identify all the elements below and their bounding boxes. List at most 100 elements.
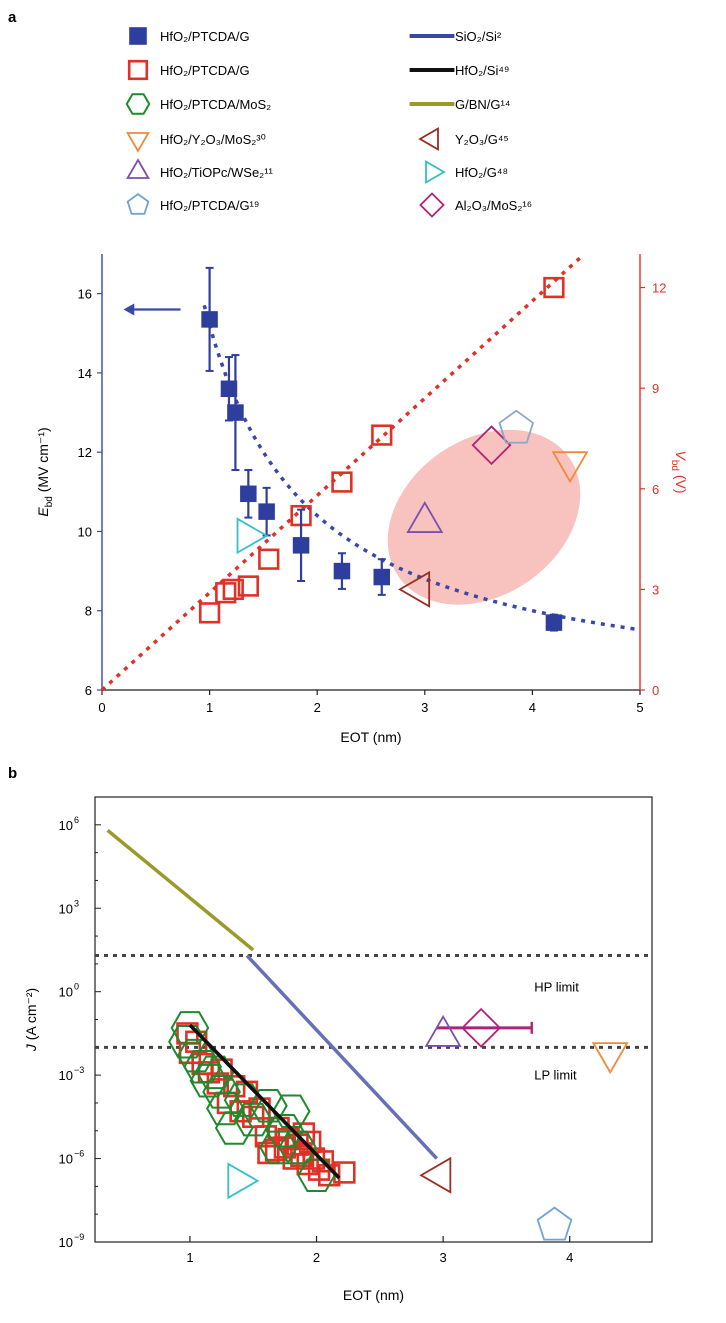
b-hfo2-ptcda-mos2-point [168, 1024, 207, 1059]
b-hfo2-ptcda-mos2-point [170, 1011, 210, 1045]
b-y-axis-label: J (A cm⁻²) [23, 988, 39, 1052]
a-point-hfo-tiopc-wse [406, 501, 444, 533]
a-x-tick-label: 3 [421, 700, 428, 715]
b-hfo2-ptcda-mos2-point [214, 1111, 254, 1145]
a-y-tick-label: 10 [78, 524, 92, 539]
legend-marker-al-o-mos-r5 [419, 192, 445, 218]
a-y-tick-label: 14 [78, 366, 92, 381]
b-x-tick-label: 1 [186, 1250, 193, 1265]
b-hp-limit-label: HP limit [534, 980, 579, 995]
a-vbd-point [198, 602, 221, 624]
b-y-tick-exponent: 3 [74, 898, 79, 908]
a-x-tick-label: 5 [636, 700, 643, 715]
b-y-tick-label: 10 [59, 818, 73, 833]
a-axis-arrow-head [123, 303, 135, 316]
b-hfo2-ptcda-mos2-point [202, 1075, 241, 1109]
b-line-g-bn-g [106, 829, 255, 952]
a-y-tick-label: 16 [78, 287, 92, 302]
a-ebd-point [292, 537, 310, 554]
legend-label: HfO₂/Si⁴⁹ [455, 63, 509, 78]
a-vbd-point [215, 582, 237, 604]
legend-label: HfO₂/Y₂O₃/MoS₂³⁰ [160, 132, 266, 147]
a-ebd-point [258, 503, 275, 520]
b-point-al-o-mos [461, 1007, 502, 1048]
a-vbd-point [237, 575, 259, 597]
legend-label: HfO₂/PTCDA/G [160, 29, 250, 44]
a-y-axis-label: Ebd (MV cm⁻¹) [35, 427, 55, 516]
a-x-tick-label: 2 [314, 700, 321, 715]
b-y-tick-label: 10 [59, 901, 73, 916]
highlight-ellipse [387, 429, 581, 605]
b-hfo2-ptcda-mos2-point [278, 1130, 317, 1165]
b-hfo2-ptcda-mos2-point [297, 1158, 336, 1193]
a-ebd-point [373, 568, 391, 586]
a-point-al-o-mos [471, 425, 512, 466]
a-vbd-point [258, 548, 280, 570]
legend-label: HfO₂/PTCDA/G [160, 63, 250, 78]
b-hfo2-ptcda-mos2-point [265, 1113, 305, 1148]
a-y2-tick-label: 0 [652, 683, 659, 698]
a-ebd-point [227, 404, 244, 421]
b-point-y-o-g [419, 1156, 452, 1194]
b-x-axis-label: EOT (nm) [343, 1287, 404, 1303]
b-hfo2-ptcda-mos2-point [195, 1055, 235, 1090]
b-y-tick-label: 10 [59, 985, 73, 1000]
a-x-tick-label: 1 [206, 700, 213, 715]
a-ebd-point [220, 380, 238, 398]
b-hfo2-ptcda-mos2-point [206, 1091, 245, 1126]
a-point-hfo-g [236, 517, 269, 555]
b-point-hfo-ptcda-g [536, 1206, 573, 1241]
b-hfo2-ptcda-mos2-point [223, 1083, 263, 1117]
b-hfo2-ptcda-mos2-point [271, 1094, 311, 1129]
legend-label: Al₂O₃/MoS₂¹⁶ [455, 198, 532, 213]
legend-marker-hfo-ptcda-g-0 [129, 27, 147, 45]
legend-label: G/BN/G¹⁴ [455, 97, 510, 112]
a-y2-tick-label: 3 [652, 582, 659, 597]
a-ebd-fit-line [202, 304, 641, 632]
b-y-tick-exponent: −9 [74, 1232, 84, 1242]
a-x-tick-label: 0 [98, 700, 105, 715]
b-y-tick-label: 10 [59, 1068, 73, 1083]
a-y-tick-label: 6 [85, 683, 92, 698]
legend-marker-y-o-g-r3 [418, 127, 439, 151]
b-hfo2-ptcda-mos2-point [249, 1088, 288, 1123]
legend-label: HfO₂/G⁴⁸ [455, 165, 508, 180]
legend: HfO₂/PTCDA/G HfO₂/PTCDA/G HfO₂/PTCDA/MoS₂ H… [125, 27, 532, 218]
a-ebd-point [201, 311, 218, 328]
legend-marker-hfo-tiopc-wse-4 [126, 158, 150, 179]
b-y-tick-exponent: −6 [74, 1149, 84, 1159]
b-point-hfo-tiopc-wse [424, 1014, 462, 1047]
b-lp-limit-label: LP limit [534, 1067, 577, 1082]
a-vbd-point [543, 276, 565, 299]
a-x-tick-label: 4 [529, 700, 536, 715]
legend-marker-hfo-g-r4 [425, 160, 446, 184]
b-hfo2-ptcda-g-point [264, 1139, 288, 1162]
a-y2-tick-label: 12 [652, 281, 666, 296]
b-y-tick-label: 10 [59, 1152, 73, 1167]
panel-a-label: a [8, 9, 17, 26]
b-plot-frame [94, 796, 653, 1243]
a-vbd-point [222, 578, 244, 601]
b-point-hfo-g [227, 1162, 260, 1200]
b-y-tick-exponent: 6 [74, 815, 79, 825]
a-point-y-o-g [398, 570, 431, 608]
b-y-tick-label: 10 [59, 1235, 73, 1250]
legend-label: SiO₂/Si² [455, 29, 502, 44]
b-point-hfo-y-o-mos [591, 1042, 629, 1075]
a-vbd-point [331, 471, 353, 493]
b-hfo2-ptcda-mos2-point [189, 1063, 229, 1098]
legend-label: Y₂O₃/G⁴⁵ [455, 132, 509, 147]
b-x-tick-label: 2 [313, 1250, 320, 1265]
a-vbd-point [371, 424, 393, 446]
a-point-hfo-y-o-mos [551, 451, 589, 484]
a-point-hfo-ptcda-g [498, 409, 535, 444]
b-hfo2-ptcda-mos2-point [233, 1102, 273, 1137]
legend-marker-hfo-y-o-mos-3 [126, 132, 150, 153]
b-hfo2-ptcda-mos2-point [183, 1050, 222, 1084]
b-y-tick-exponent: −3 [74, 1065, 84, 1075]
a-ebd-point [333, 562, 351, 580]
legend-label: HfO₂/PTCDA/G¹⁹ [160, 198, 259, 213]
